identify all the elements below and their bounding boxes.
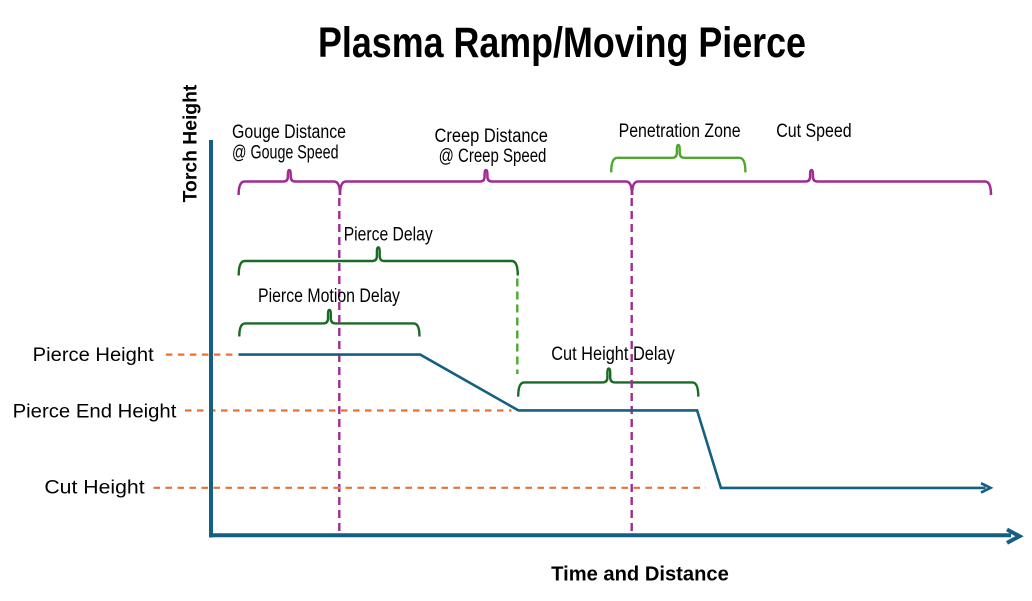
svg-text:Cut Height: Cut Height: [44, 478, 145, 499]
svg-text:Pierce Motion Delay: Pierce Motion Delay: [258, 286, 400, 307]
svg-text:@ Gouge Speed: @ Gouge Speed: [232, 142, 339, 163]
svg-text:Gouge Distance: Gouge Distance: [232, 122, 346, 143]
svg-text:Cut Height Delay: Cut Height Delay: [551, 344, 675, 365]
svg-text:Pierce Delay: Pierce Delay: [344, 224, 433, 245]
svg-text:Pierce Height: Pierce Height: [33, 345, 155, 366]
svg-text:Penetration Zone: Penetration Zone: [619, 121, 741, 142]
svg-text:Pierce End Height: Pierce End Height: [13, 402, 178, 423]
svg-text:@ Creep Speed: @ Creep Speed: [439, 146, 547, 167]
svg-text:Time and Distance: Time and Distance: [551, 564, 729, 586]
svg-text:Creep Distance: Creep Distance: [434, 126, 548, 147]
svg-text:Torch Height: Torch Height: [181, 84, 202, 202]
svg-text:Cut Speed: Cut Speed: [776, 121, 851, 142]
svg-text:Plasma Ramp/Moving Pierce: Plasma Ramp/Moving Pierce: [318, 19, 806, 66]
